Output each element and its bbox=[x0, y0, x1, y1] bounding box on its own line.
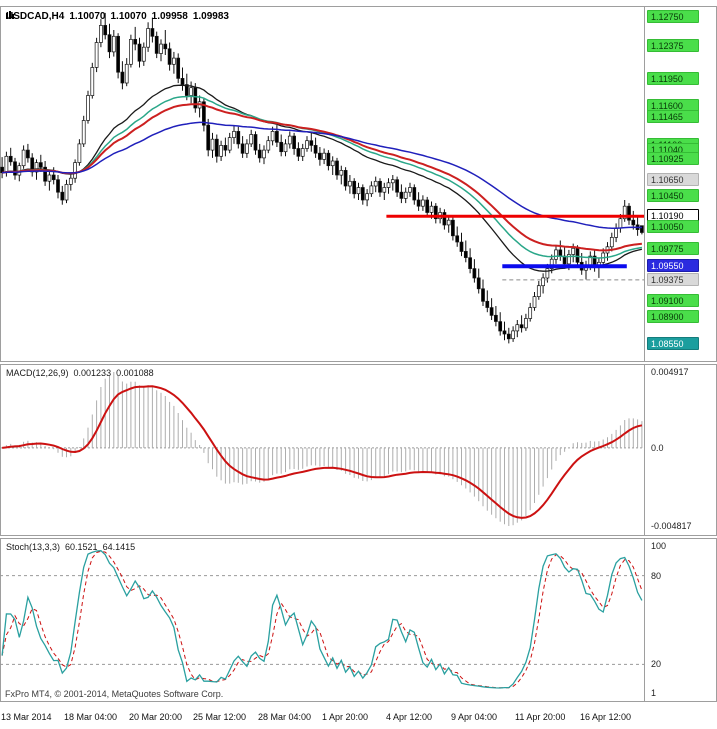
price-axis: 1.127501.123751.119501.116001.114651.111… bbox=[646, 6, 716, 362]
time-axis-label: 9 Apr 04:00 bbox=[451, 712, 498, 722]
time-axis-label: 20 Mar 20:00 bbox=[129, 712, 183, 722]
price-level-badge: 1.08550 bbox=[647, 337, 699, 350]
price-level-badge: 1.12375 bbox=[647, 39, 699, 52]
stoch-axis-label: 80 bbox=[651, 571, 662, 581]
stoch-d-value: 64.1415 bbox=[102, 542, 136, 552]
time-axis-label: 18 Mar 04:00 bbox=[64, 712, 118, 722]
macd-axis: 0.004917 0.0 -0.004817 bbox=[648, 364, 716, 536]
price-level-badge: 1.10050 bbox=[647, 220, 699, 233]
stoch-panel: Stoch(13,3,3) 60.1521 64.1415 100 80 20 1 FxP… bbox=[0, 538, 717, 702]
ohlc-close: 1.09983 bbox=[192, 11, 229, 22]
price-level-badge: 1.09100 bbox=[647, 294, 699, 307]
stoch-panel-canvas[interactable] bbox=[0, 538, 717, 702]
price-level-badge: 1.09775 bbox=[647, 242, 699, 255]
stoch-axis-label: 20 bbox=[651, 659, 662, 669]
price-level-badge: 1.10925 bbox=[647, 152, 699, 165]
macd-indicator-label: MACD(12,26,9) 0.001233 0.001088 bbox=[6, 368, 159, 378]
copyright-watermark: FxPro MT4, © 2001-2014, MetaQuotes Softw… bbox=[5, 689, 224, 699]
time-axis: 13 Mar 2014 18 Mar 04:00 20 Mar 20:00 25 Ma… bbox=[0, 710, 717, 728]
macd-axis-label: 0.0 bbox=[651, 443, 664, 453]
ohlc-open: 1.10070 bbox=[69, 11, 106, 22]
stoch-axis-label: 100 bbox=[651, 541, 667, 551]
time-axis-label: 16 Apr 12:00 bbox=[580, 712, 632, 722]
time-axis-label: 28 Mar 04:00 bbox=[258, 712, 312, 722]
stoch-k-value: 60.1521 bbox=[65, 542, 98, 552]
symbol-timeframe-label: USDCAD,H4 bbox=[6, 11, 65, 22]
stoch-axis-label: 1 bbox=[651, 688, 657, 698]
macd-signal-value: 0.001088 bbox=[116, 368, 154, 378]
price-level-badge: 1.12750 bbox=[647, 10, 699, 23]
ohlc-high: 1.10070 bbox=[110, 11, 147, 22]
stoch-axis: 100 80 20 1 bbox=[648, 538, 716, 702]
time-axis-label: 13 Mar 2014 bbox=[1, 712, 52, 722]
macd-axis-label: 0.004917 bbox=[651, 367, 689, 377]
macd-axis-label: -0.004817 bbox=[651, 521, 692, 531]
time-axis-label: 1 Apr 20:00 bbox=[322, 712, 369, 722]
price-level-badge: 1.11465 bbox=[647, 110, 699, 123]
time-axis-label: 11 Apr 20:00 bbox=[515, 712, 566, 722]
price-level-badge: 1.10650 bbox=[647, 173, 699, 186]
price-level-badge: 1.09550 bbox=[647, 259, 699, 272]
price-chart-canvas[interactable] bbox=[0, 6, 717, 362]
ohlc-low: 1.09958 bbox=[151, 11, 188, 22]
macd-main-value: 0.001233 bbox=[73, 368, 112, 378]
macd-panel-canvas[interactable] bbox=[0, 364, 717, 536]
macd-panel: MACD(12,26,9) 0.001233 0.001088 0.004917 0.… bbox=[0, 364, 717, 536]
macd-name: MACD(12,26,9) bbox=[6, 368, 69, 378]
price-chart-panel: USDCAD,H4 1.10070 1.10070 1.09958 1.09983 1.… bbox=[0, 6, 717, 362]
chart-title: USDCAD,H4 1.10070 1.10070 1.09958 1.09983 bbox=[6, 11, 234, 22]
stoch-indicator-label: Stoch(13,3,3) 60.1521 64.1415 bbox=[6, 542, 140, 552]
price-level-badge: 1.10450 bbox=[647, 189, 699, 202]
time-axis-label: 25 Mar 12:00 bbox=[193, 712, 247, 722]
chart-symbol-icon bbox=[6, 11, 14, 19]
time-axis-label: 4 Apr 12:00 bbox=[386, 712, 433, 722]
stoch-name: Stoch(13,3,3) bbox=[6, 542, 61, 552]
price-level-badge: 1.09375 bbox=[647, 273, 699, 286]
price-level-badge: 1.08900 bbox=[647, 310, 699, 323]
price-level-badge: 1.11950 bbox=[647, 72, 699, 85]
